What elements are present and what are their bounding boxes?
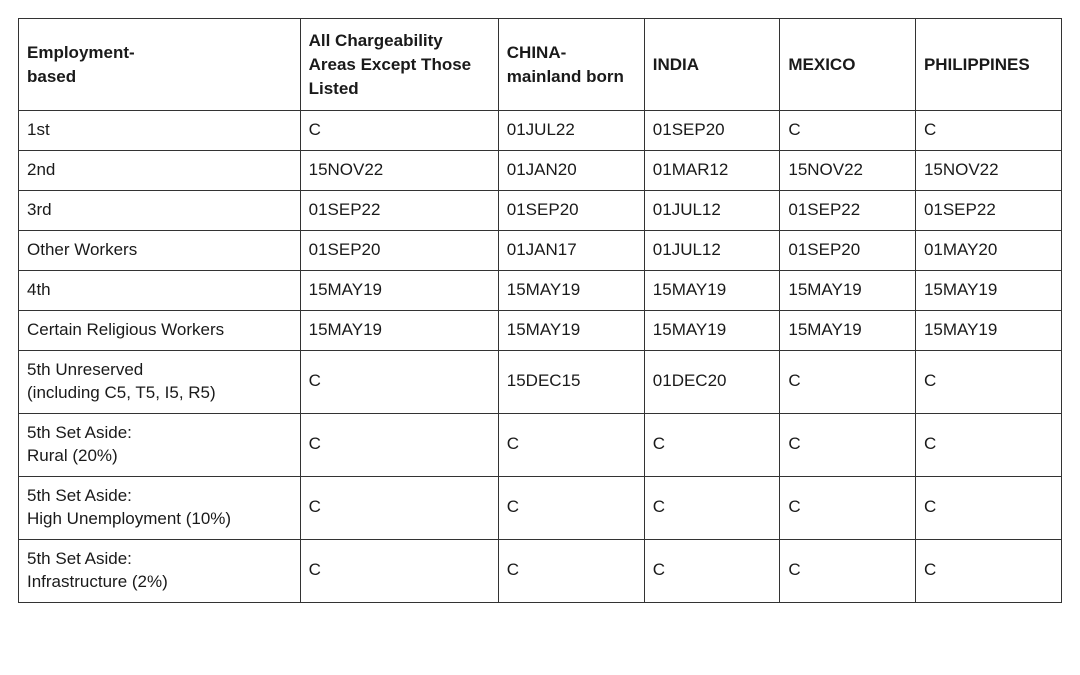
table-cell: 01JUL22 [498,111,644,151]
table-cell: 15MAY19 [780,271,916,311]
table-cell: C [644,413,780,476]
table-cell: 15NOV22 [780,151,916,191]
table-cell: 01SEP20 [498,191,644,231]
table-header: Employment-based All Chargeability Areas… [19,19,1062,111]
row-category: 5th Set Aside:High Unemployment (10%) [19,476,301,539]
table-cell: C [498,476,644,539]
table-cell: C [300,539,498,602]
header-mexico: MEXICO [780,19,916,111]
table-cell: C [915,476,1061,539]
row-category: Certain Religious Workers [19,311,301,351]
table-row: 1stC01JUL2201SEP20CC [19,111,1062,151]
table-cell: 15MAY19 [644,271,780,311]
table-cell: C [300,413,498,476]
table-cell: 15MAY19 [915,271,1061,311]
table-cell: 15MAY19 [300,271,498,311]
row-category: 2nd [19,151,301,191]
table-cell: C [915,413,1061,476]
table-cell: C [498,539,644,602]
table-row: 3rd01SEP2201SEP2001JUL1201SEP2201SEP22 [19,191,1062,231]
table-cell: C [498,413,644,476]
table-cell: 15DEC15 [498,351,644,414]
row-category: 5th Set Aside:Rural (20%) [19,413,301,476]
table-cell: 15MAY19 [498,271,644,311]
visa-bulletin-table: Employment-based All Chargeability Areas… [18,18,1062,603]
table-cell: 01JUL12 [644,191,780,231]
table-row: 5th Set Aside:Infrastructure (2%)CCCCC [19,539,1062,602]
table-cell: 15NOV22 [915,151,1061,191]
table-cell: C [644,539,780,602]
row-category: 1st [19,111,301,151]
table-cell: C [780,111,916,151]
table-cell: 01SEP22 [915,191,1061,231]
table-cell: C [644,476,780,539]
row-category: 5th Set Aside:Infrastructure (2%) [19,539,301,602]
table-cell: C [780,351,916,414]
table-cell: 01SEP20 [644,111,780,151]
table-cell: C [780,476,916,539]
table-row: 4th15MAY1915MAY1915MAY1915MAY1915MAY19 [19,271,1062,311]
table-cell: 01JAN17 [498,231,644,271]
table-row: 2nd15NOV2201JAN2001MAR1215NOV2215NOV22 [19,151,1062,191]
table-cell: C [780,413,916,476]
table-cell: 01JUL12 [644,231,780,271]
table-row: Other Workers01SEP2001JAN1701JUL1201SEP2… [19,231,1062,271]
row-category: 5th Unreserved(including C5, T5, I5, R5) [19,351,301,414]
table-cell: C [915,539,1061,602]
table-cell: 15MAY19 [498,311,644,351]
table-cell: 01DEC20 [644,351,780,414]
table-cell: 15MAY19 [915,311,1061,351]
table-cell: 15MAY19 [300,311,498,351]
header-all-areas: All Chargeability Areas Except Those Lis… [300,19,498,111]
table-cell: C [300,351,498,414]
table-row: 5th Unreserved(including C5, T5, I5, R5)… [19,351,1062,414]
header-india: INDIA [644,19,780,111]
table-cell: C [300,111,498,151]
table-cell: 15MAY19 [644,311,780,351]
row-category: 3rd [19,191,301,231]
table-cell: 15MAY19 [780,311,916,351]
table-cell: 01SEP20 [300,231,498,271]
table-cell: 01SEP22 [300,191,498,231]
table-cell: C [915,111,1061,151]
table-row: 5th Set Aside:Rural (20%)CCCCC [19,413,1062,476]
table-cell: 15NOV22 [300,151,498,191]
header-china: CHINA-mainland born [498,19,644,111]
row-category: 4th [19,271,301,311]
table-cell: C [300,476,498,539]
header-philippines: PHILIPPINES [915,19,1061,111]
table-cell: 01MAR12 [644,151,780,191]
row-category: Other Workers [19,231,301,271]
table-cell: 01SEP22 [780,191,916,231]
table-cell: C [915,351,1061,414]
header-row: Employment-based All Chargeability Areas… [19,19,1062,111]
header-category: Employment-based [19,19,301,111]
table-row: 5th Set Aside:High Unemployment (10%)CCC… [19,476,1062,539]
table-cell: C [780,539,916,602]
table-row: Certain Religious Workers15MAY1915MAY191… [19,311,1062,351]
table-cell: 01MAY20 [915,231,1061,271]
table-body: 1stC01JUL2201SEP20CC2nd15NOV2201JAN2001M… [19,111,1062,602]
table-cell: 01SEP20 [780,231,916,271]
table-cell: 01JAN20 [498,151,644,191]
